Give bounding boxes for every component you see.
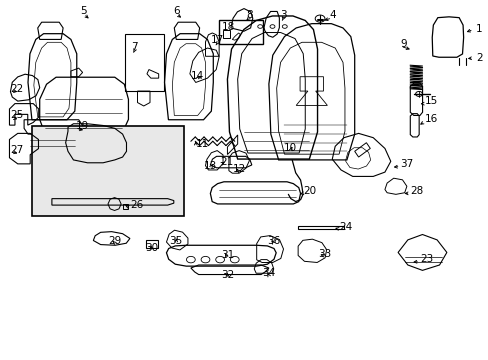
- Text: 21: 21: [220, 157, 233, 167]
- Bar: [32, 126, 183, 216]
- Text: 14: 14: [190, 71, 203, 81]
- Bar: [146, 240, 158, 248]
- Text: 16: 16: [424, 114, 437, 124]
- Text: 10: 10: [284, 143, 297, 153]
- Text: 8: 8: [245, 10, 252, 20]
- Text: 34: 34: [262, 268, 275, 278]
- Text: 13: 13: [203, 161, 217, 171]
- Text: 7: 7: [131, 42, 138, 52]
- Bar: [222, 31, 230, 39]
- Text: 23: 23: [419, 254, 432, 264]
- Text: 36: 36: [266, 236, 280, 246]
- Text: 19: 19: [76, 121, 89, 131]
- Text: 33: 33: [318, 248, 331, 258]
- Text: 24: 24: [339, 222, 352, 231]
- Text: 30: 30: [145, 243, 158, 253]
- Text: 4: 4: [328, 10, 335, 20]
- Text: 22: 22: [10, 84, 23, 94]
- Text: 1: 1: [475, 24, 482, 35]
- Text: 11: 11: [195, 139, 208, 149]
- Text: 29: 29: [108, 236, 122, 246]
- Text: 27: 27: [10, 144, 23, 154]
- Text: 26: 26: [130, 200, 143, 210]
- Text: 5: 5: [80, 6, 87, 17]
- Text: 15: 15: [424, 96, 437, 106]
- Text: 31: 31: [221, 250, 234, 260]
- Text: 32: 32: [221, 270, 234, 280]
- Text: 20: 20: [303, 186, 315, 196]
- Text: 12: 12: [232, 164, 246, 174]
- Bar: [122, 204, 128, 209]
- Text: 18: 18: [221, 22, 234, 32]
- Text: 37: 37: [400, 159, 413, 169]
- Text: 2: 2: [475, 53, 482, 63]
- Text: 6: 6: [173, 6, 179, 17]
- Text: 3: 3: [280, 10, 286, 20]
- Text: 9: 9: [400, 39, 407, 49]
- Text: 28: 28: [409, 186, 423, 196]
- Text: 25: 25: [10, 111, 23, 121]
- Text: 17: 17: [211, 35, 224, 45]
- Text: 35: 35: [169, 236, 183, 246]
- Bar: [219, 21, 263, 44]
